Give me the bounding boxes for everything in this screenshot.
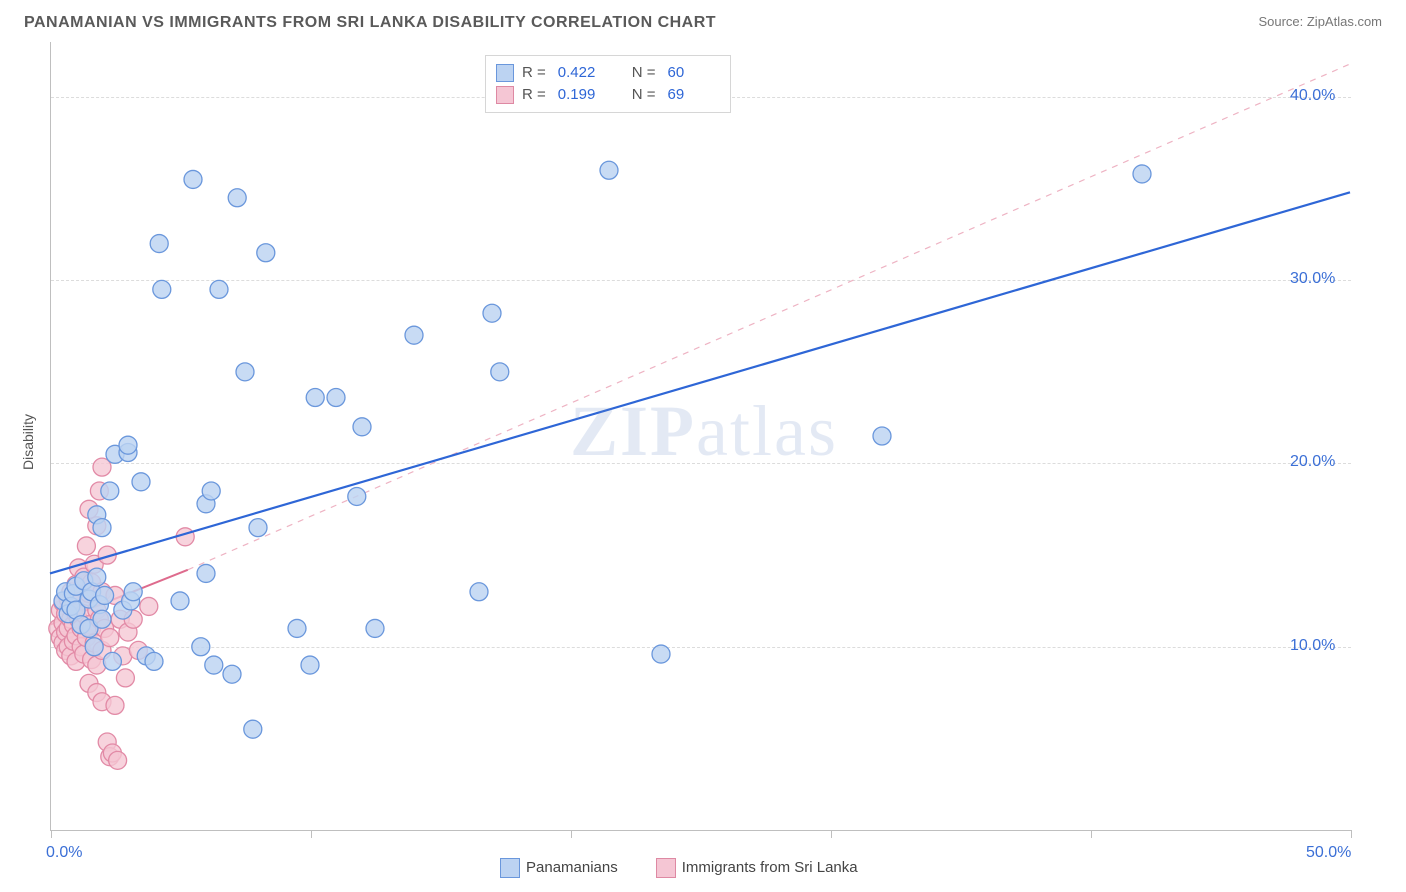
data-point	[77, 537, 95, 555]
data-point	[96, 586, 114, 604]
data-point	[228, 189, 246, 207]
r-label: R =	[522, 62, 546, 84]
data-point	[236, 363, 254, 381]
data-point	[483, 304, 501, 322]
n-label: N =	[632, 62, 656, 84]
source-label: Source: ZipAtlas.com	[1258, 14, 1382, 29]
data-point	[873, 427, 891, 445]
data-point	[491, 363, 509, 381]
x-tick	[571, 830, 572, 838]
x-tick-label: 0.0%	[46, 844, 82, 862]
r-value: 0.199	[558, 84, 610, 106]
legend-swatch	[500, 858, 520, 878]
data-point	[470, 583, 488, 601]
data-point	[353, 418, 371, 436]
n-value: 69	[668, 84, 720, 106]
r-label: R =	[522, 84, 546, 106]
data-point	[205, 656, 223, 674]
data-point	[306, 389, 324, 407]
x-tick	[1351, 830, 1352, 838]
data-point	[101, 629, 119, 647]
data-point	[249, 519, 267, 537]
data-point	[103, 652, 121, 670]
data-point	[197, 564, 215, 582]
data-point	[153, 280, 171, 298]
chart-title: PANAMANIAN VS IMMIGRANTS FROM SRI LANKA …	[24, 14, 716, 32]
data-point	[171, 592, 189, 610]
correlation-legend: R = 0.422 N = 60 R = 0.199 N = 69	[485, 55, 731, 113]
data-point	[210, 280, 228, 298]
data-point	[150, 235, 168, 253]
legend-row: R = 0.422 N = 60	[496, 62, 720, 84]
data-point	[93, 519, 111, 537]
n-label: N =	[632, 84, 656, 106]
data-point	[101, 482, 119, 500]
data-point	[116, 669, 134, 687]
legend-label: Panamanians	[526, 859, 618, 876]
scatter-svg	[50, 42, 1350, 830]
data-point	[257, 244, 275, 262]
data-point	[327, 389, 345, 407]
x-tick	[831, 830, 832, 838]
data-point	[366, 619, 384, 637]
data-point	[600, 161, 618, 179]
data-point	[88, 568, 106, 586]
data-point	[192, 638, 210, 656]
data-point	[652, 645, 670, 663]
data-point	[132, 473, 150, 491]
data-point	[145, 652, 163, 670]
y-tick-label: 40.0%	[1290, 87, 1335, 105]
x-tick	[1091, 830, 1092, 838]
data-point	[140, 597, 158, 615]
data-point	[119, 436, 137, 454]
data-point	[1133, 165, 1151, 183]
legend-label: Immigrants from Sri Lanka	[682, 859, 858, 876]
data-point	[93, 610, 111, 628]
legend-item: Immigrants from Sri Lanka	[656, 858, 858, 878]
data-point	[223, 665, 241, 683]
series-legend: Panamanians Immigrants from Sri Lanka	[500, 858, 886, 878]
data-point	[288, 619, 306, 637]
x-tick	[311, 830, 312, 838]
data-point	[202, 482, 220, 500]
data-point	[348, 487, 366, 505]
data-point	[244, 720, 262, 738]
legend-swatch	[656, 858, 676, 878]
data-point	[85, 638, 103, 656]
legend-swatch	[496, 86, 514, 104]
y-tick-label: 10.0%	[1290, 637, 1335, 655]
data-point	[405, 326, 423, 344]
n-value: 60	[668, 62, 720, 84]
x-tick	[51, 830, 52, 838]
y-tick-label: 30.0%	[1290, 270, 1335, 288]
data-point	[124, 583, 142, 601]
data-point	[301, 656, 319, 674]
data-point	[184, 170, 202, 188]
legend-swatch	[496, 64, 514, 82]
y-axis-label: Disability	[20, 414, 36, 470]
data-point	[106, 696, 124, 714]
legend-row: R = 0.199 N = 69	[496, 84, 720, 106]
y-tick-label: 20.0%	[1290, 453, 1335, 471]
legend-item: Panamanians	[500, 858, 618, 878]
data-point	[109, 751, 127, 769]
trend-line	[50, 192, 1350, 573]
x-tick-label: 50.0%	[1306, 844, 1351, 862]
r-value: 0.422	[558, 62, 610, 84]
